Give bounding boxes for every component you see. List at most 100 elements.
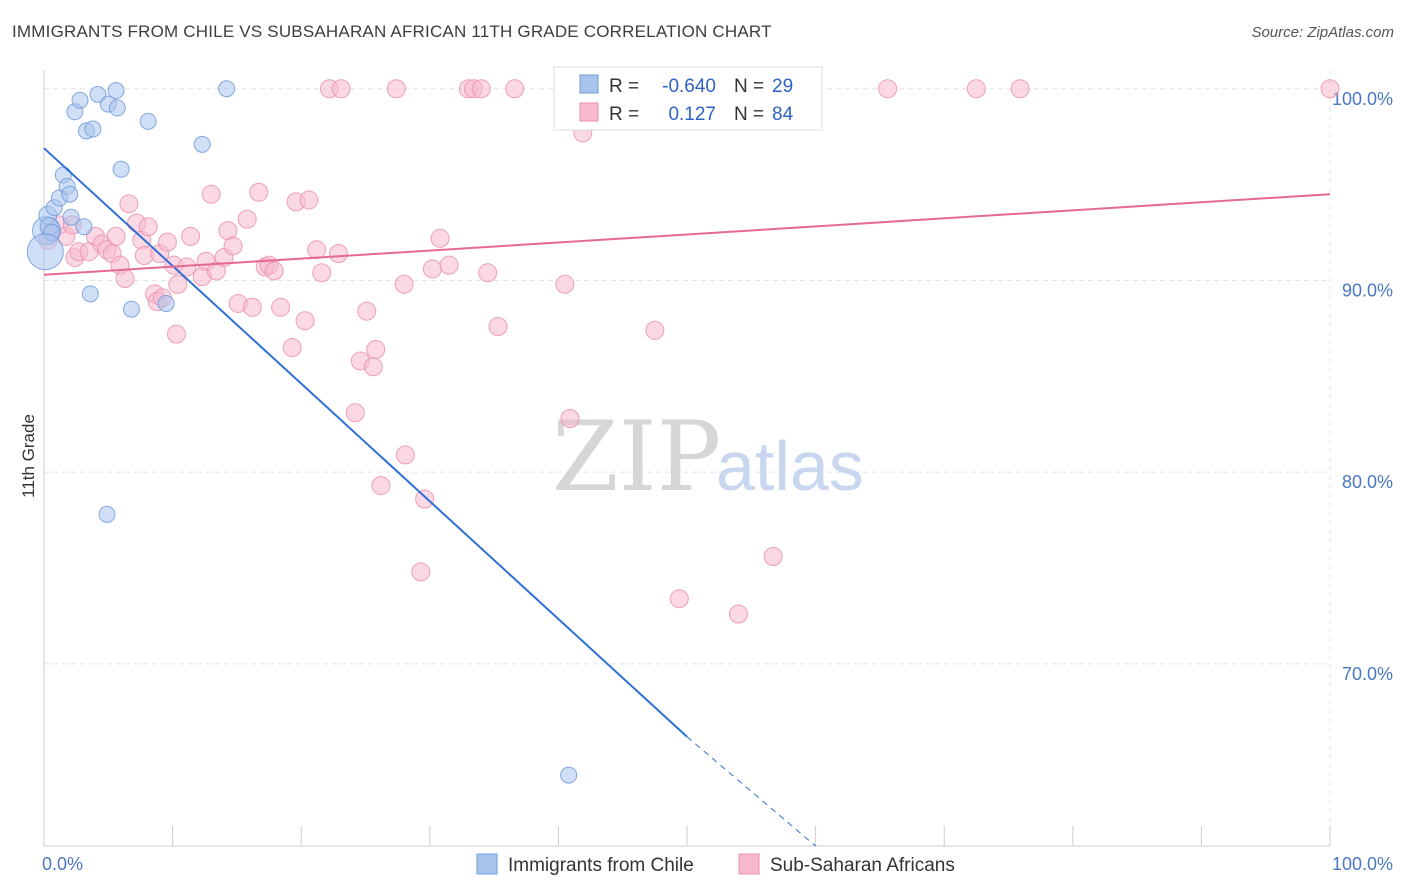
y-tick-label: 90.0% bbox=[1342, 280, 1393, 300]
chile-point bbox=[71, 91, 89, 109]
axis-layer: 100.0% 90.0% 80.0% 70.0% 0.0% 100.0% bbox=[42, 70, 1393, 874]
african-point bbox=[299, 190, 319, 210]
chile-point bbox=[62, 208, 80, 226]
african-point bbox=[395, 445, 415, 465]
african-point bbox=[1320, 79, 1340, 99]
y-tick-label: 100.0% bbox=[1332, 89, 1393, 109]
african-point bbox=[763, 547, 783, 567]
chile-trend-line bbox=[43, 147, 688, 738]
watermark-atlas: atlas bbox=[716, 427, 864, 505]
legend-swatch-africans bbox=[738, 853, 760, 875]
chile-point bbox=[108, 99, 126, 117]
african-point bbox=[357, 301, 377, 321]
african-point bbox=[728, 604, 748, 624]
stats-legend: R = -0.640 N = 29 R = 0.127 N = 84 bbox=[553, 66, 823, 131]
y-tick-label: 70.0% bbox=[1342, 664, 1393, 684]
series-legend: Immigrants from Chile Sub-Saharan Africa… bbox=[476, 853, 955, 876]
stats-legend-swatch-chile bbox=[579, 74, 599, 94]
african-point bbox=[271, 297, 291, 317]
chile-point bbox=[112, 160, 130, 178]
african-point bbox=[488, 316, 508, 336]
african-point bbox=[555, 274, 575, 294]
watermark: ZIP atlas bbox=[552, 401, 864, 513]
chile-point bbox=[98, 505, 116, 523]
african-point bbox=[1010, 79, 1030, 99]
african-point bbox=[966, 79, 986, 99]
african-point bbox=[157, 232, 177, 252]
african-point bbox=[282, 338, 302, 358]
african-point bbox=[878, 79, 898, 99]
watermark-zip: ZIP bbox=[552, 401, 721, 513]
african-point bbox=[645, 320, 665, 340]
african-point bbox=[106, 226, 126, 246]
stats-n-value-africans: 84 bbox=[772, 104, 794, 125]
stats-legend-swatch-africans bbox=[579, 102, 599, 122]
african-point bbox=[415, 489, 435, 509]
african-point bbox=[312, 263, 332, 283]
x-tick-label: 100.0% bbox=[1332, 854, 1393, 874]
african-point bbox=[181, 226, 201, 246]
african-point bbox=[669, 589, 689, 609]
african-trend-line bbox=[43, 193, 1331, 276]
chile-point bbox=[218, 80, 236, 98]
african-point bbox=[249, 182, 269, 202]
chile-point bbox=[84, 120, 102, 138]
chile-point bbox=[157, 294, 175, 312]
stats-legend-box bbox=[553, 66, 823, 131]
stats-n-label-chile: N = bbox=[734, 76, 764, 97]
african-point bbox=[478, 263, 498, 283]
y-axis-title: 11th Grade bbox=[19, 414, 38, 498]
african-point bbox=[295, 311, 315, 331]
x-tick-label: 0.0% bbox=[42, 854, 83, 874]
chart-title: IMMIGRANTS FROM CHILE VS SUBSAHARAN AFRI… bbox=[12, 22, 772, 41]
y-tick-label: 80.0% bbox=[1342, 472, 1393, 492]
chile-point bbox=[75, 218, 93, 236]
african-point bbox=[430, 228, 450, 248]
chile-point bbox=[107, 82, 125, 100]
african-point bbox=[422, 259, 442, 279]
african-point bbox=[328, 244, 348, 264]
african-point bbox=[366, 339, 386, 359]
chile-point bbox=[61, 185, 79, 203]
african-point bbox=[371, 476, 391, 496]
chile-point bbox=[560, 766, 578, 784]
chile-point bbox=[193, 135, 211, 153]
african-point bbox=[166, 324, 186, 344]
chile-point bbox=[122, 300, 140, 318]
chile-point bbox=[139, 112, 157, 130]
african-point bbox=[138, 217, 158, 237]
african-point bbox=[560, 408, 580, 428]
african-point bbox=[237, 209, 257, 229]
chile-trend-extension bbox=[686, 736, 816, 847]
african-point bbox=[119, 194, 139, 214]
legend-label-chile: Immigrants from Chile bbox=[508, 855, 694, 876]
stats-r-value-chile: -0.640 bbox=[662, 76, 716, 97]
african-point bbox=[242, 297, 262, 317]
african-point bbox=[223, 236, 243, 256]
stats-n-label-africans: N = bbox=[734, 104, 764, 125]
african-point bbox=[307, 240, 327, 260]
stats-n-value-chile: 29 bbox=[772, 76, 793, 97]
chile-point bbox=[26, 233, 64, 271]
african-point bbox=[363, 357, 383, 377]
legend-label-africans: Sub-Saharan Africans bbox=[770, 855, 955, 876]
african-point bbox=[168, 274, 188, 294]
african-point bbox=[115, 269, 135, 289]
legend-swatch-chile bbox=[476, 853, 498, 875]
african-point bbox=[386, 79, 406, 99]
african-point bbox=[439, 255, 459, 275]
african-point bbox=[471, 79, 491, 99]
african-point bbox=[345, 403, 365, 423]
stats-r-label-africans: R = bbox=[609, 104, 639, 125]
trend-layer bbox=[43, 147, 1331, 847]
african-point bbox=[331, 79, 351, 99]
african-point bbox=[264, 261, 284, 281]
stats-r-label-chile: R = bbox=[609, 76, 639, 97]
african-point bbox=[505, 79, 525, 99]
african-point bbox=[411, 562, 431, 582]
african-point bbox=[201, 184, 221, 204]
african-point bbox=[394, 274, 414, 294]
chart-source: Source: ZipAtlas.com bbox=[1251, 24, 1394, 41]
stats-r-value-africans: 0.127 bbox=[668, 104, 716, 125]
